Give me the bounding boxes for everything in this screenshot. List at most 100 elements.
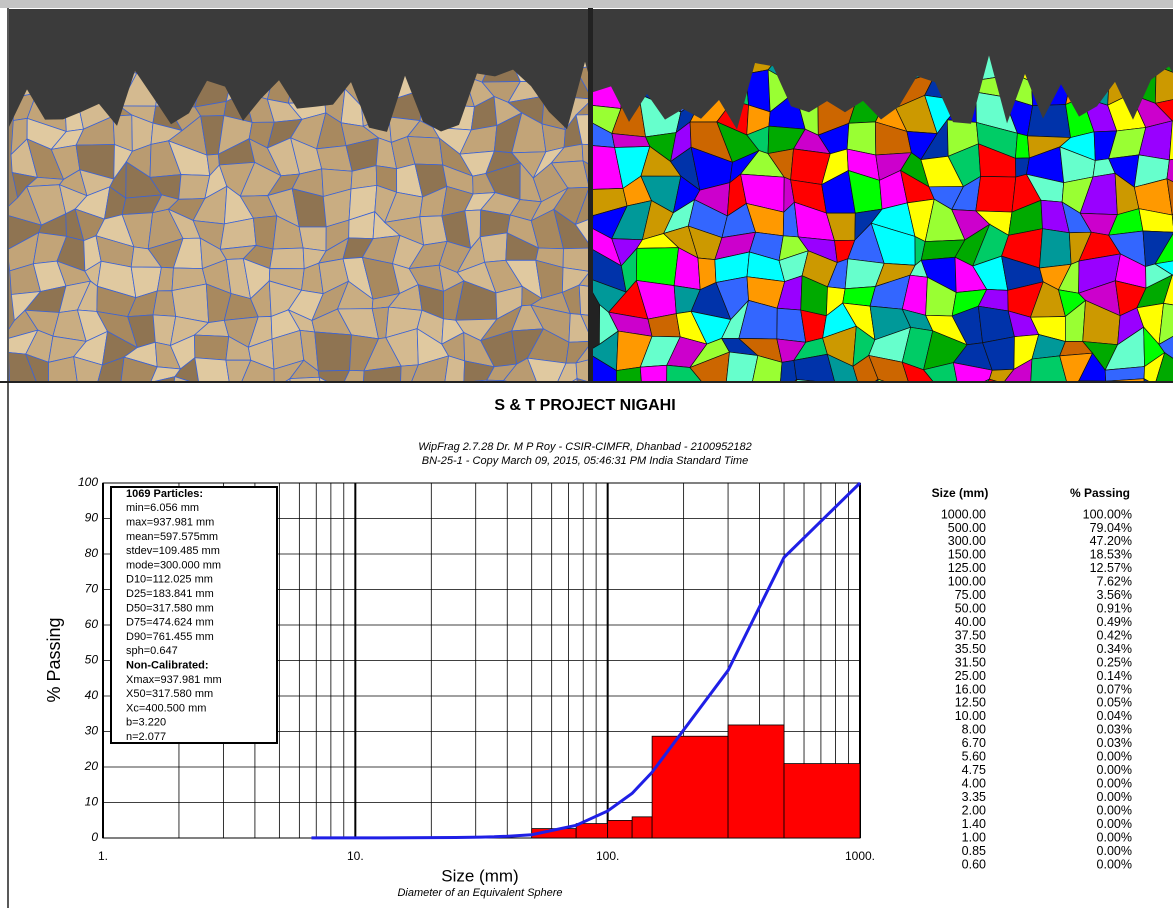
image-cell: [575, 102, 588, 116]
table-header: Size (mm): [932, 486, 989, 500]
table-cell: 1.40: [962, 817, 986, 831]
image-cell: [581, 143, 588, 165]
y-tick-label: 60: [85, 617, 99, 631]
image-cell: [173, 376, 190, 381]
image-cell: [726, 351, 759, 381]
histogram-bar: [607, 820, 633, 839]
table-cell: 0.00%: [1097, 857, 1132, 871]
table-cell: 79.04%: [1090, 521, 1132, 535]
image-cell: [178, 174, 211, 200]
image-cell: [576, 377, 587, 381]
image-cell: [486, 379, 504, 381]
table-cell: 47.20%: [1090, 534, 1132, 548]
image-cell: [1168, 120, 1173, 161]
image-cell: [285, 377, 291, 381]
table-cell: 4.75: [962, 763, 986, 777]
table-cell: 100.00%: [1083, 507, 1132, 521]
image-cell: [97, 356, 125, 381]
image-cell: [400, 364, 419, 381]
x-axis-label: Size (mm): [441, 866, 518, 885]
top-strip: [0, 0, 1173, 8]
histogram-bar: [727, 724, 785, 839]
stats-line: stdev=109.485 mm: [126, 545, 220, 557]
image-cell: [580, 313, 588, 333]
stats-line: sph=0.647: [126, 645, 178, 657]
image-cell: [1138, 208, 1173, 233]
image-cell: [875, 378, 879, 381]
x-tick-label: 1000.: [845, 849, 875, 863]
table-cell: 3.56%: [1097, 588, 1132, 602]
x-tick-label: 100.: [596, 849, 619, 863]
image-cell: [578, 284, 588, 316]
table-cell: 0.85: [962, 844, 986, 858]
chart-title: S & T PROJECT NIGAHI: [494, 397, 675, 414]
table-cell: 8.00: [962, 723, 986, 737]
image-cell: [575, 346, 588, 364]
stats-line: D75=474.624 mm: [126, 617, 214, 629]
table-cell: 16.00: [955, 682, 986, 696]
table-cell: 0.42%: [1097, 628, 1132, 642]
image-cell: [194, 357, 230, 381]
y-tick-label: 30: [85, 724, 99, 738]
table-cell: 0.05%: [1097, 696, 1132, 710]
table-cell: 2.00: [962, 803, 986, 817]
table-cell: 5.60: [962, 750, 986, 764]
histogram-bar: [783, 763, 861, 839]
image-cell: [1154, 99, 1173, 122]
image-cell: [120, 356, 158, 381]
image-cell: [1158, 335, 1173, 359]
table-cell: 25.00: [955, 669, 986, 683]
image-cell: [318, 376, 327, 381]
image-cell: [526, 357, 567, 381]
image-cell: [411, 355, 450, 381]
stats-line: Non-Calibrated:: [126, 660, 209, 672]
y-tick-label: 70: [85, 582, 99, 596]
image-cell: [901, 361, 934, 381]
stats-line: Xmax=937.981 mm: [126, 674, 222, 686]
image-cell: [444, 355, 466, 381]
photo-panel: [9, 9, 588, 381]
image-cell: [73, 356, 103, 381]
image-cell: [593, 355, 617, 381]
image-cell: [826, 353, 858, 381]
image-cell: [298, 226, 327, 252]
image-cell: [363, 365, 402, 381]
image-cell: [314, 331, 352, 372]
image-cell: [1158, 302, 1173, 346]
image-cell: [575, 359, 588, 381]
image-cell: [241, 359, 275, 381]
histogram-bar: [651, 735, 729, 839]
chart: S & T PROJECT NIGAHI WipFrag 2.7.28 Dr. …: [44, 397, 875, 899]
x-tick-label: 10.: [347, 849, 364, 863]
image-cell: [988, 378, 997, 381]
table-cell: 0.49%: [1097, 615, 1132, 629]
image-cell: [922, 362, 958, 381]
image-cell: [1105, 378, 1145, 381]
image-cell: [572, 377, 578, 381]
histogram-bar: [631, 816, 653, 839]
table-cell: 75.00: [955, 588, 986, 602]
image-cell: [269, 247, 305, 270]
table-cell: 31.50: [955, 655, 986, 669]
image-cell: [1078, 380, 1107, 381]
image-cell: [574, 189, 588, 226]
subtitle: BN-25-1 - Copy March 09, 2015, 05:46:31 …: [422, 455, 748, 467]
image-cell: [503, 380, 507, 381]
table-cell: 10.00: [955, 709, 986, 723]
stats-line: D50=317.580 mm: [126, 602, 214, 614]
stats-box: [110, 486, 278, 744]
image-cell: [154, 376, 176, 381]
y-tick-label: 100: [78, 475, 98, 489]
image-cell: [616, 366, 642, 381]
image-sky: [593, 9, 1173, 130]
image-cell: [9, 352, 37, 381]
image-cell: [1154, 260, 1173, 276]
table-cell: 0.00%: [1097, 763, 1132, 777]
x-tick-label: 1.: [98, 849, 108, 863]
stats-line: min=6.056 mm: [126, 502, 199, 514]
stats-line: mean=597.575mm: [126, 531, 218, 543]
table-cell: 1.00: [962, 830, 986, 844]
table-cell: 18.53%: [1090, 548, 1132, 562]
table-header: % Passing: [1070, 486, 1130, 500]
table-cell: 0.00%: [1097, 803, 1132, 817]
